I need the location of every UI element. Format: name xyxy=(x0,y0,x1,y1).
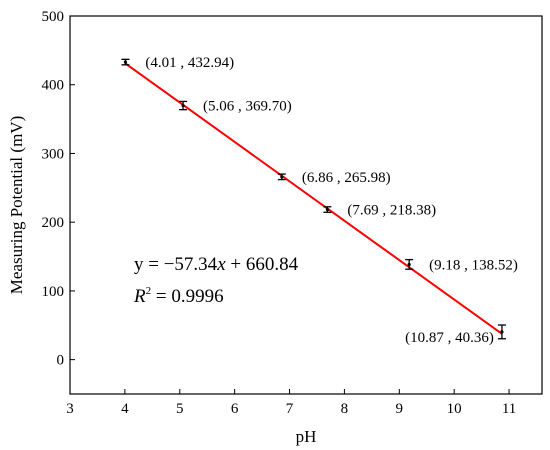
fit-line xyxy=(124,62,503,335)
fit-equation: y = −57.34x + 660.84 R2 = 0.9996 xyxy=(133,254,299,307)
r-squared-value: = 0.9996 xyxy=(151,286,223,307)
data-point xyxy=(323,206,332,213)
data-points xyxy=(121,58,506,340)
point-label: (7.69 , 218.38) xyxy=(347,203,436,219)
x-axis: 3 4 5 6 7 8 9 10 11 xyxy=(66,389,516,417)
y-axis-title: Measuring Potential (mV) xyxy=(7,116,26,294)
x-tick-label: 6 xyxy=(231,401,239,417)
point-marker xyxy=(280,175,284,179)
x-tick-label: 4 xyxy=(121,401,129,417)
r-squared: R2 = 0.9996 xyxy=(133,285,224,307)
plot-frame xyxy=(69,15,543,395)
y-tick-label: 500 xyxy=(42,9,65,25)
fit-equation-var: x xyxy=(216,254,226,275)
y-axis: 0 100 200 300 400 500 xyxy=(42,9,75,369)
point-marker xyxy=(181,103,185,108)
x-tick-label: 11 xyxy=(502,401,516,417)
fit-equation-prefix: y = −57.34 xyxy=(134,254,218,275)
x-tick-label: 9 xyxy=(396,401,404,417)
x-tick-label: 7 xyxy=(286,401,294,417)
point-marker xyxy=(325,207,330,212)
point-label: (9.18 , 138.52) xyxy=(429,257,518,273)
point-marker xyxy=(123,60,128,64)
data-point xyxy=(497,324,506,340)
y-tick-label: 300 xyxy=(42,146,65,162)
x-axis-title: pH xyxy=(296,427,317,446)
fit-equation-line: y = −57.34x + 660.84 xyxy=(134,254,299,275)
y-tick-label: 0 xyxy=(57,353,65,369)
data-point xyxy=(121,58,130,66)
r-squared-var: R xyxy=(133,286,146,307)
y-tick-label: 100 xyxy=(42,284,65,300)
point-labels: (4.01 , 432.94) (5.06 , 369.70) (6.86 , 26… xyxy=(145,55,517,346)
point-label: (4.01 , 432.94) xyxy=(145,55,234,71)
data-point xyxy=(179,100,188,111)
y-tick-label: 200 xyxy=(42,215,65,231)
y-tick-label: 400 xyxy=(42,78,65,94)
r-squared-sup: 2 xyxy=(146,285,152,297)
data-point xyxy=(277,173,286,181)
point-label: (5.06 , 369.70) xyxy=(203,99,292,115)
point-label: (10.87 , 40.36) xyxy=(405,330,494,346)
x-tick-label: 5 xyxy=(176,401,184,417)
x-tick-label: 8 xyxy=(341,401,349,417)
fit-equation-suffix: + 660.84 xyxy=(226,254,299,275)
fit-line-group xyxy=(124,62,503,335)
point-marker xyxy=(407,262,411,267)
x-tick-label: 10 xyxy=(447,401,462,417)
point-marker xyxy=(500,330,504,334)
point-label: (6.86 , 265.98) xyxy=(302,170,391,186)
x-tick-label: 3 xyxy=(66,401,74,417)
data-point xyxy=(405,258,414,270)
